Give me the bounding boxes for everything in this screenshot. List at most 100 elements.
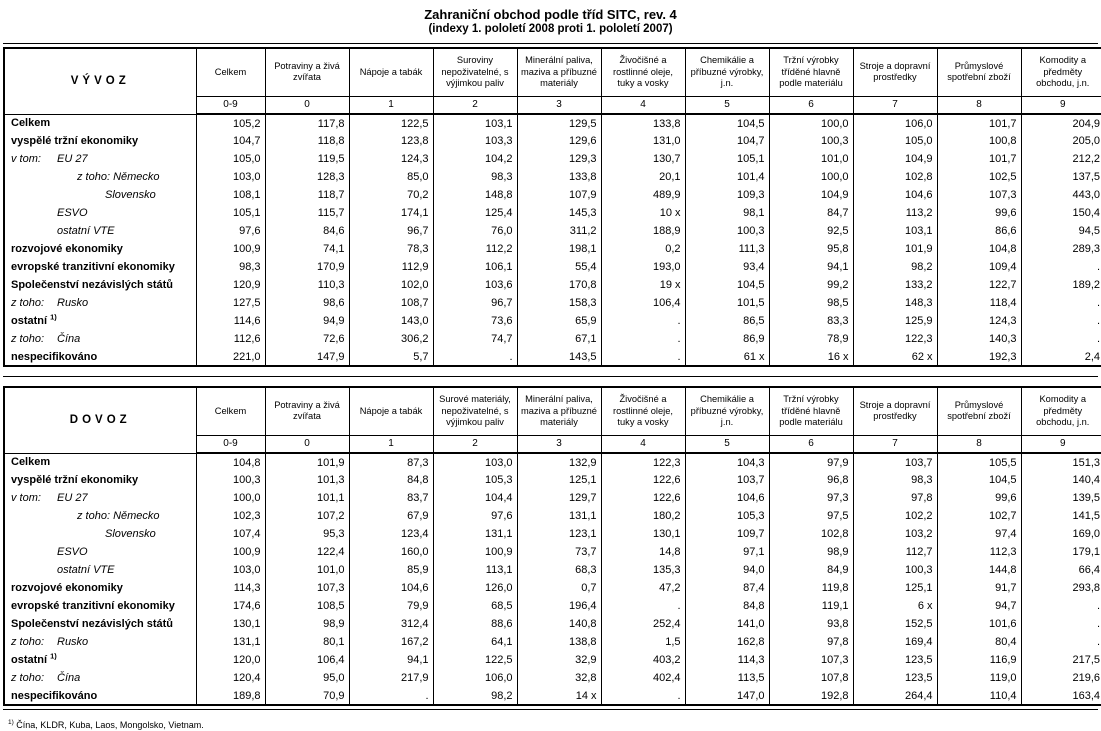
data-cell: 140,8 [516, 615, 602, 633]
data-cell: 94,7 [936, 597, 1022, 615]
header-row: VÝVOZ Celkem Potraviny a živá zvířata Nápo… [4, 47, 1101, 115]
data-cell: 97,8 [852, 489, 938, 507]
data-cell: 124,3 [936, 312, 1022, 330]
data-cell: 113,1 [432, 561, 518, 579]
data-cell: 94,0 [684, 561, 770, 579]
data-cell: 264,4 [852, 687, 938, 705]
data-cell: 117,8 [264, 114, 350, 132]
data-cell: . [1020, 597, 1101, 615]
row-label-text: z toho: Německo [77, 510, 160, 522]
column-code: 9 [1020, 434, 1101, 454]
data-cell: . [432, 348, 518, 366]
data-cell: 105,3 [684, 507, 770, 525]
data-cell: 167,2 [348, 633, 434, 651]
data-cell: 104,6 [852, 186, 938, 204]
data-cell: 312,4 [348, 615, 434, 633]
data-cell: 101,0 [264, 561, 350, 579]
row-label-text: ostatní [11, 315, 51, 327]
data-cell: 125,9 [852, 312, 938, 330]
data-cell: 217,9 [348, 669, 434, 687]
column-code: 7 [852, 434, 938, 454]
import-table: DOVOZ Celkem Potraviny a živá zvířata Nápo… [3, 386, 1101, 706]
data-cell: . [600, 330, 686, 348]
data-cell: 122,4 [264, 543, 350, 561]
column-code: 1 [348, 434, 434, 454]
data-cell: 101,4 [684, 168, 770, 186]
data-cell: 47,2 [600, 579, 686, 597]
data-cell: 84,8 [348, 471, 434, 489]
data-cell: 86,6 [936, 222, 1022, 240]
data-cell: 148,8 [432, 186, 518, 204]
data-cell: 83,7 [348, 489, 434, 507]
data-cell: 100,3 [684, 222, 770, 240]
data-cell: 101,9 [852, 240, 938, 258]
data-cell: 101,5 [684, 294, 770, 312]
data-cell: 1,5 [600, 633, 686, 651]
column-code: 0-9 [195, 95, 266, 115]
data-cell: 119,1 [768, 597, 854, 615]
data-cell: 106,0 [852, 114, 938, 132]
data-cell: 192,8 [768, 687, 854, 705]
data-cell: 107,9 [516, 186, 602, 204]
table-row: evropské tranzitivní ekonomiky 98,3 170,9 1… [3, 258, 1101, 276]
data-cell: 103,6 [432, 276, 518, 294]
data-cell: 174,6 [195, 597, 266, 615]
data-cell: 140,4 [1020, 471, 1101, 489]
data-cell: 72,6 [264, 330, 350, 348]
data-cell: 104,6 [348, 579, 434, 597]
data-cell: 97,6 [195, 222, 266, 240]
data-cell: 97,4 [936, 525, 1022, 543]
data-cell: 86,5 [684, 312, 770, 330]
column-code: 1 [348, 95, 434, 115]
data-cell: 101,6 [936, 615, 1022, 633]
data-cell: 198,1 [516, 240, 602, 258]
footnote: 1) Čína, KLDR, Kuba, Laos, Mongolsko, Vi… [0, 710, 1101, 731]
data-cell: 0,7 [516, 579, 602, 597]
data-cell: 129,3 [516, 150, 602, 168]
row-label: Společenství nezávislých států [3, 615, 197, 633]
data-cell: 189,8 [195, 687, 266, 705]
data-cell: 14,8 [600, 543, 686, 561]
row-label-text: ESVO [57, 546, 88, 558]
data-cell: 144,8 [936, 561, 1022, 579]
row-label: rozvojové ekonomiky [3, 240, 197, 258]
data-cell: 140,3 [936, 330, 1022, 348]
data-cell: 100,0 [195, 489, 266, 507]
data-cell: 105,1 [684, 150, 770, 168]
row-label-text: Celkem [11, 117, 51, 130]
table-row: z toho: Rusko 127,5 98,6 108,7 96,7 158,3 106,4… [3, 294, 1101, 312]
row-label: v tom: EU 27 [3, 489, 197, 507]
column-code: 7 [852, 95, 938, 115]
data-cell: 87,3 [348, 453, 434, 471]
data-cell: 99,6 [936, 489, 1022, 507]
table-row: z toho: Čína 120,4 95,0 217,9 106,0 32,8 402,4 1… [3, 669, 1101, 687]
data-cell: 107,2 [264, 507, 350, 525]
data-cell: 96,7 [432, 294, 518, 312]
data-cell: . [1020, 312, 1101, 330]
data-cell: 123,5 [852, 651, 938, 669]
row-label-prefix: z toho: [11, 297, 45, 309]
column-header: Potraviny a živá zvířata [264, 386, 350, 436]
data-cell: 74,7 [432, 330, 518, 348]
data-cell: 443,0 [1020, 186, 1101, 204]
data-cell: 19 x [600, 276, 686, 294]
table-separator-line [3, 376, 1098, 377]
data-cell: 306,2 [348, 330, 434, 348]
column-header: Nápoje a tabák [348, 47, 434, 97]
data-cell: 133,8 [600, 114, 686, 132]
footnote-text: Čína, KLDR, Kuba, Laos, Mongolsko, Vietn… [16, 720, 204, 730]
data-cell: 180,2 [600, 507, 686, 525]
row-label-text: Rusko [57, 297, 89, 309]
data-cell: 102,7 [936, 507, 1022, 525]
table-row: Slovensko 107,4 95,3 123,4 131,1 123,1 130,1 10… [3, 525, 1101, 543]
data-cell: 93,4 [684, 258, 770, 276]
export-table-body: Celkem 105,2 117,8 122,5 103,1 129,5 133,8 104,… [3, 114, 1101, 366]
column-header: Celkem [195, 47, 266, 97]
row-label: Celkem [3, 453, 197, 471]
data-cell: 87,4 [684, 579, 770, 597]
data-cell: 103,1 [432, 114, 518, 132]
export-table: VÝVOZ Celkem Potraviny a živá zvířata Nápo… [3, 47, 1101, 367]
row-label: ostatní 1) [3, 651, 197, 669]
row-label-text: EU 27 [57, 153, 88, 165]
data-cell: 98,9 [768, 543, 854, 561]
